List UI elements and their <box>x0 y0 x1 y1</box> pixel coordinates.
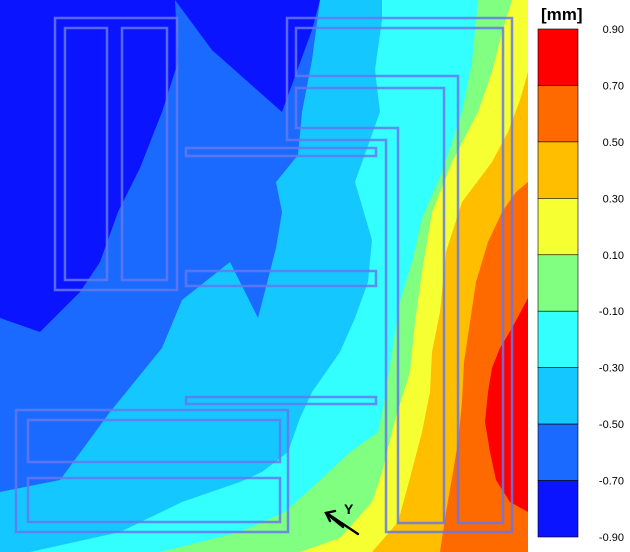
legend-swatch <box>537 198 579 256</box>
right-frame-mid <box>294 26 505 525</box>
legend-swatch <box>537 480 579 538</box>
legend-swatch <box>537 85 579 143</box>
legend-tick-label: -0.10 <box>599 306 624 318</box>
legend-tick-label: -0.30 <box>599 363 624 375</box>
legend-tick-label: 0.70 <box>603 80 624 92</box>
color-legend: [mm] 0.90 0.70 0.50 0.30 0.10 -0.10 -0.30 -0.50… <box>537 5 624 544</box>
left-bar-outer <box>53 16 179 292</box>
legend-tick-label: -0.50 <box>599 419 624 431</box>
legend-swatch <box>537 423 579 481</box>
legend-swatches <box>537 28 579 538</box>
left-bar-inner-2 <box>120 26 169 282</box>
legend-unit: [mm] <box>541 5 583 24</box>
legend-swatch <box>537 28 579 86</box>
bottom-plate-outer <box>14 408 290 534</box>
contour-plot: Y <box>0 0 528 552</box>
legend-tick-labels: 0.90 0.70 0.50 0.30 0.10 -0.10 -0.30 -0.50 -0.70… <box>599 24 624 544</box>
y-axis-label: Y <box>344 501 354 517</box>
legend-tick-label: -0.90 <box>599 532 624 544</box>
rib-1 <box>184 146 378 158</box>
y-axis-arrow-icon <box>324 509 360 536</box>
right-frame-inner <box>294 86 446 525</box>
legend-tick-label: 0.90 <box>603 24 624 36</box>
structure-outline <box>14 16 514 534</box>
legend-tick-label: 0.10 <box>603 250 624 262</box>
legend-swatch <box>537 254 579 312</box>
legend-tick-label: -0.70 <box>599 476 624 488</box>
rib-3 <box>184 395 378 406</box>
legend-tick-label: 0.50 <box>603 137 624 149</box>
bottom-plate-inner-2 <box>26 476 282 524</box>
bottom-plate-inner-1 <box>26 418 282 464</box>
right-frame-outer <box>285 16 514 534</box>
band-070 <box>485 298 528 512</box>
legend-swatch <box>537 310 579 368</box>
legend-swatch <box>537 367 579 425</box>
legend-swatch <box>537 141 579 199</box>
rib-2 <box>184 269 378 288</box>
left-bar-inner-1 <box>63 26 109 282</box>
legend-tick-label: 0.30 <box>603 193 624 205</box>
